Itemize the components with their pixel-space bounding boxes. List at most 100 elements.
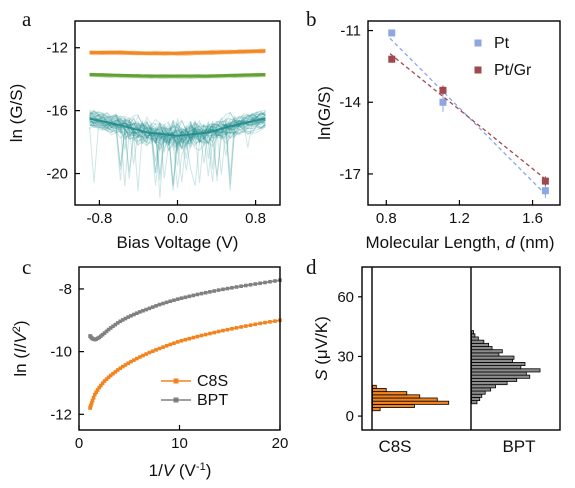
panel-c-marker xyxy=(91,395,96,400)
panel-c-frame xyxy=(78,266,281,431)
panel-a-frame xyxy=(74,20,281,206)
panel-d-ytick-label: 30 xyxy=(337,348,354,365)
panel-c-legend-marker xyxy=(173,397,179,403)
panel-c-marker xyxy=(129,313,133,318)
panel-c-marker xyxy=(199,291,204,296)
panel-a-trace xyxy=(89,110,266,142)
panel-c-marker xyxy=(147,306,152,311)
panel-d-bar-BPT xyxy=(471,374,531,379)
panel-d-bar-BPT xyxy=(471,365,522,370)
panel-a-trace xyxy=(89,123,266,183)
panel-a-trace xyxy=(89,121,266,198)
panel-b-legend-marker xyxy=(474,66,482,74)
panel-c-marker xyxy=(216,329,221,334)
panel-a-trace xyxy=(89,117,266,167)
panel-c-marker xyxy=(132,358,136,362)
panel-a-mean-line-0 xyxy=(89,49,266,55)
panel-b-legend-marker xyxy=(474,39,482,47)
panel-c-marker xyxy=(253,322,258,327)
panel-a-trace xyxy=(89,116,266,183)
panel-c-marker xyxy=(106,375,111,380)
panel-c-marker xyxy=(164,300,169,305)
panel-b-point xyxy=(388,55,396,63)
panel-c-marker xyxy=(225,286,230,291)
panel-c-marker xyxy=(248,282,253,287)
panel-b-legend-label: Pt/Gr xyxy=(494,62,532,79)
panel-d-category-label: C8S xyxy=(378,437,411,456)
panel-c-marker xyxy=(221,328,225,333)
panel-c-marker xyxy=(104,377,109,381)
panel-c-marker xyxy=(144,307,148,312)
panel-c-marker xyxy=(273,279,277,283)
panel-d-ytick-label: 0 xyxy=(346,408,354,425)
panel-c-marker xyxy=(147,350,152,355)
panel-c-marker xyxy=(191,293,196,298)
panel-c-marker xyxy=(135,311,139,316)
panel-c-marker xyxy=(203,290,208,295)
panel-c-marker xyxy=(234,326,239,330)
panel-d-bar-C8S xyxy=(372,407,381,412)
panel-c-marker xyxy=(239,325,243,329)
panel-a-trace xyxy=(89,110,266,140)
panel-c-xtick-label: 10 xyxy=(171,435,188,452)
panel-c-marker xyxy=(138,310,142,314)
panel-a-trace xyxy=(89,112,266,145)
panel-a-trace xyxy=(89,52,266,56)
panel-c-marker xyxy=(154,304,158,308)
panel-c-marker xyxy=(135,356,139,361)
panel-b-legend-label: Pt xyxy=(494,35,510,52)
panel-c-marker xyxy=(157,302,162,307)
panel-d-bar-BPT xyxy=(471,333,476,338)
panel-a-xlabel: Bias Voltage (V) xyxy=(117,233,239,252)
panel-c-marker xyxy=(216,288,221,292)
panel-c-marker xyxy=(172,341,176,345)
panel-d-bar-BPT xyxy=(471,368,541,373)
panel-a-xtick-label: 0.8 xyxy=(245,210,266,227)
panel-c-marker xyxy=(154,348,158,352)
panel-letter-b: b xyxy=(306,7,317,31)
panel-d-frame xyxy=(361,266,561,431)
panel-c-marker xyxy=(212,289,217,293)
panel-c-marker xyxy=(244,283,248,288)
panel-c-line-BPT xyxy=(89,279,281,341)
panel-a-trace xyxy=(89,109,266,170)
panel-b-point xyxy=(541,187,549,195)
panel-b-point xyxy=(439,98,447,106)
panel-a-trace xyxy=(89,116,266,179)
panel-d-bar-BPT xyxy=(471,400,478,405)
panel-d-bar-C8S xyxy=(372,403,415,408)
panel-c-marker xyxy=(89,403,93,408)
panel-c-legend-label: BPT xyxy=(197,392,228,409)
panel-c-marker xyxy=(168,342,173,347)
panel-d-bar-BPT xyxy=(471,330,474,335)
panel-b-fit-line-0 xyxy=(389,37,548,197)
panel-b-ytick-label: -17 xyxy=(339,166,361,183)
panel-d-bar-BPT xyxy=(471,377,518,382)
panel-a-trace xyxy=(89,113,266,142)
panel-d-bar-BPT xyxy=(471,336,479,341)
panel-a-trace xyxy=(89,117,266,144)
panel-a-ytick-label: -20 xyxy=(46,166,68,183)
panel-c-marker xyxy=(208,331,212,336)
panel-a-traces xyxy=(89,48,266,198)
panel-c-marker xyxy=(132,312,136,317)
panel-c-marker xyxy=(108,326,113,330)
panel-c-marker xyxy=(191,335,196,340)
panel-c-marker xyxy=(141,353,145,358)
panel-c-marker xyxy=(111,371,115,376)
panel-a-trace xyxy=(89,123,266,183)
panel-d-bar-C8S xyxy=(372,394,421,399)
panel-a-ytick-label: -12 xyxy=(46,40,68,57)
panel-c-xtick-label: 0 xyxy=(75,435,83,452)
panel-c-marker xyxy=(183,337,188,342)
panel-c-marker xyxy=(138,355,142,359)
panel-c-marker xyxy=(104,329,109,334)
panel-c-ytick-label: -8 xyxy=(59,281,72,298)
panel-c-marker xyxy=(102,331,107,335)
panel-d-bar-BPT xyxy=(471,349,503,354)
panel-c-marker xyxy=(111,324,115,329)
panel-a-trace xyxy=(89,114,266,151)
panel-c-marker xyxy=(161,345,165,349)
panel-c-ytick-label: -12 xyxy=(50,406,72,423)
panel-c-marker xyxy=(118,319,123,324)
